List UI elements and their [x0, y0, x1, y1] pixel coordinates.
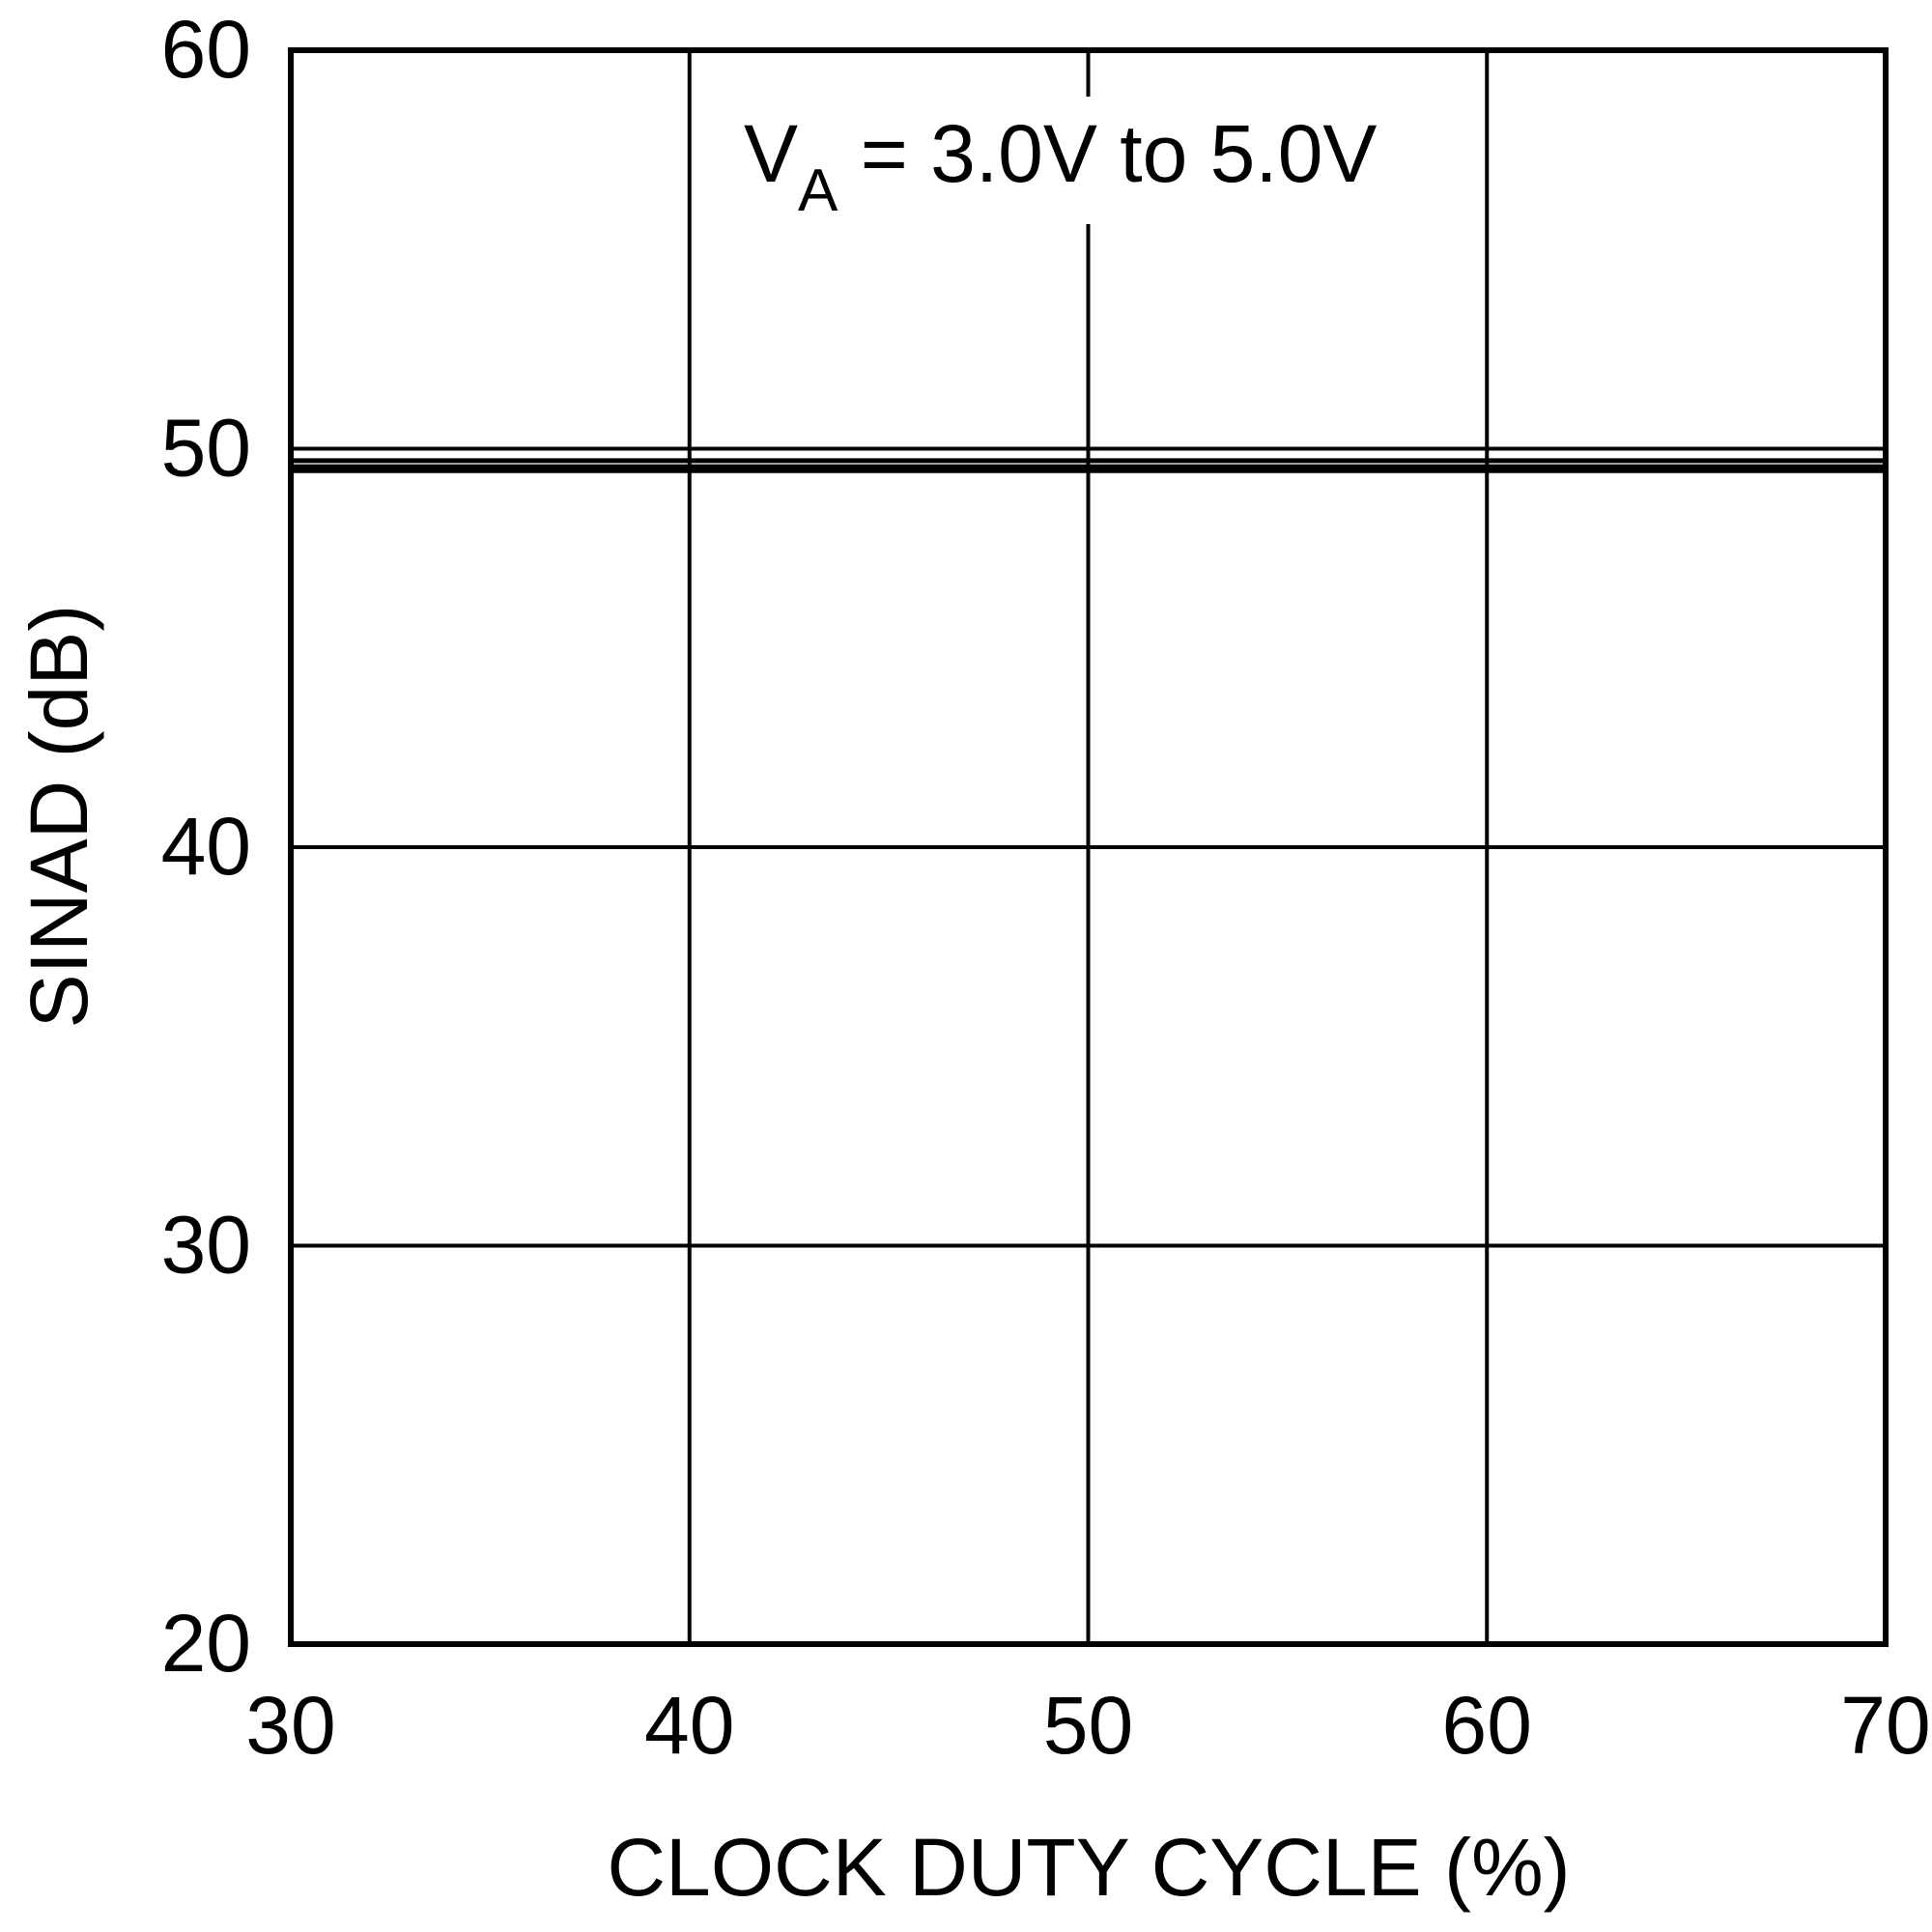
y-tick-label: 50 — [161, 403, 251, 494]
x-axis-title: CLOCK DUTY CYCLE (%) — [607, 1822, 1570, 1913]
annotation-label: VA = 3.0V to 5.0V — [744, 108, 1377, 224]
grid-layer — [291, 50, 1886, 1644]
plot-frame — [288, 47, 1889, 1647]
series-layer — [291, 458, 1886, 473]
x-tick-label: 60 — [1442, 1680, 1532, 1771]
x-tick-label: 50 — [1043, 1680, 1133, 1771]
x-tick-label: 70 — [1840, 1680, 1930, 1771]
y-tick-label: 40 — [161, 801, 251, 892]
y-tick-label: 30 — [161, 1200, 251, 1291]
y-tick-label: 60 — [161, 4, 251, 95]
y-tick-label: 20 — [161, 1598, 251, 1689]
x-tick-label: 40 — [644, 1680, 734, 1771]
x-tick-label: 30 — [245, 1680, 335, 1771]
annotation-subscript: A — [798, 157, 838, 224]
annotation-background — [729, 97, 1444, 224]
annotation-main: V — [744, 108, 798, 199]
annotation-rest: = 3.0V to 5.0V — [838, 108, 1377, 199]
y-axis-title: SINAD (dB) — [14, 605, 104, 1029]
